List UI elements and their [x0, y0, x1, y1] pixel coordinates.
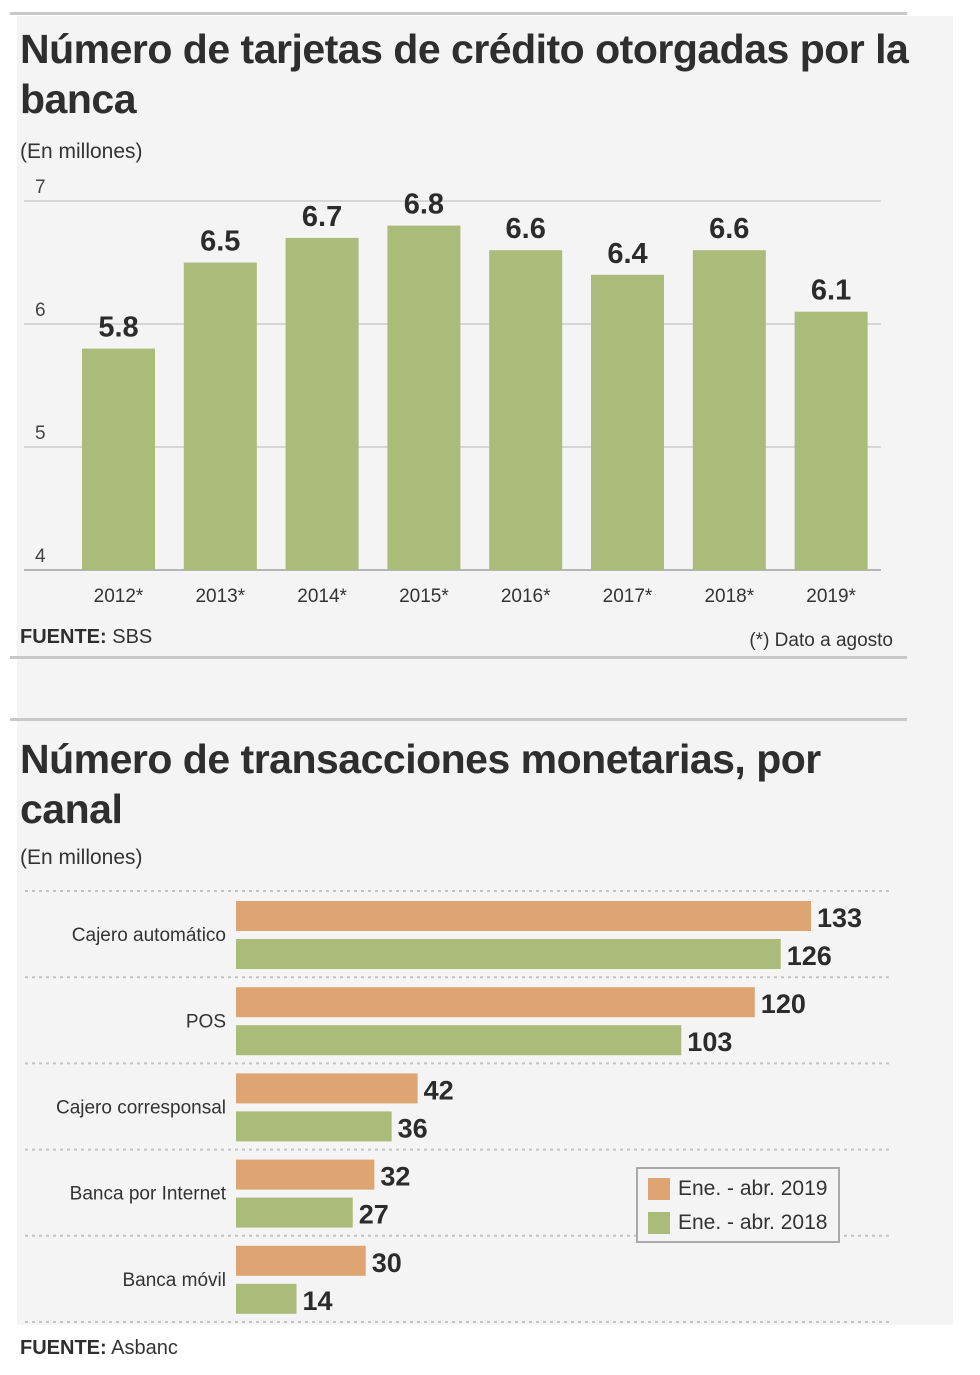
legend-label-2018: Ene. - abr. 2018 [678, 1211, 828, 1234]
y-tick-label: 7 [35, 177, 46, 198]
category-label: Cajero automático [72, 925, 226, 946]
bar [236, 939, 781, 969]
x-tick-label: 2012* [94, 586, 144, 607]
bar [236, 901, 811, 931]
chart1-subtitle: (En millones) [20, 140, 143, 163]
category-label: POS [186, 1011, 226, 1032]
legend-swatch-2019 [648, 1178, 670, 1200]
y-tick-label: 6 [35, 300, 46, 321]
x-tick-label: 2017* [603, 586, 653, 607]
bar-value-label: 42 [424, 1075, 454, 1105]
bar [387, 225, 461, 570]
x-tick-label: 2018* [704, 586, 754, 607]
bar [236, 987, 755, 1018]
bar-value-label: 32 [380, 1162, 410, 1192]
chart1-source-label: FUENTE: [20, 626, 107, 648]
bar-value-label: 6.8 [404, 189, 444, 221]
top-rule [10, 12, 907, 15]
x-tick-label: 2019* [806, 586, 856, 607]
bar [183, 262, 257, 570]
bar [236, 1159, 375, 1190]
legend-swatch-2018 [648, 1212, 670, 1234]
chart1-source: FUENTE: SBS [20, 626, 152, 649]
category-label: Cajero corresponsal [56, 1098, 226, 1119]
bar [236, 1283, 297, 1314]
bar-value-label: 5.8 [98, 312, 138, 344]
bar [591, 274, 664, 570]
chart2-subtitle: (En millones) [20, 846, 143, 869]
x-tick-label: 2014* [297, 586, 347, 607]
bar [82, 348, 155, 570]
chart1-source-value: SBS [112, 626, 153, 648]
category-label: Banca por Internet [70, 1184, 227, 1205]
bar-value-label: 133 [817, 903, 862, 933]
bar-value-label: 120 [761, 989, 806, 1019]
bar [236, 1025, 682, 1056]
y-tick-label: 5 [35, 423, 46, 444]
y-tick-label: 4 [35, 546, 46, 567]
bar-value-label: 30 [372, 1248, 402, 1278]
chart1-bar-chart: 4 5 6 7 5.8 2012* 6.5 2013* 6.7 2014* 6.8 2015* 6.6 2… [24, 177, 881, 607]
bar [236, 1111, 392, 1142]
chart1-note: (*) Dato a agosto [749, 630, 893, 651]
chart2-top-rule [10, 718, 907, 721]
bar [236, 1073, 418, 1104]
bar-value-label: 103 [687, 1027, 732, 1057]
bar [794, 311, 868, 570]
legend-label-2019: Ene. - abr. 2019 [678, 1177, 828, 1200]
chart2-title: Número de transacciones monetarias, por … [20, 736, 821, 832]
bar [236, 1197, 353, 1228]
category-label: Banca móvil [123, 1270, 227, 1291]
bar-value-label: 6.6 [709, 213, 749, 245]
bar [285, 237, 359, 570]
legend-item-2018: Ene. - abr. 2018 [648, 1211, 827, 1235]
bar-value-label: 14 [303, 1286, 333, 1316]
bar [489, 250, 563, 570]
bar-value-label: 6.1 [811, 275, 851, 307]
bar-value-label: 126 [787, 941, 832, 971]
x-tick-label: 2013* [195, 586, 245, 607]
bar [692, 250, 766, 570]
bar-value-label: 6.6 [506, 213, 546, 245]
chart2-source-value: Asbanc [111, 1337, 178, 1359]
bar-value-label: 36 [398, 1113, 428, 1143]
chart2-source-label: FUENTE: [20, 1337, 107, 1359]
bar-value-label: 6.7 [302, 201, 342, 233]
bar-value-label: 27 [359, 1200, 389, 1230]
bar-value-label: 6.5 [200, 226, 240, 258]
bar [236, 1245, 366, 1276]
bar-value-label: 6.4 [607, 238, 647, 270]
chart2-legend: Ene. - abr. 2019 Ene. - abr. 2018 [636, 1167, 840, 1243]
chart1-bottom-rule [10, 656, 907, 659]
chart1-title: Número de tarjetas de crédito otorgadas … [20, 26, 909, 122]
x-tick-label: 2015* [399, 586, 449, 607]
x-tick-label: 2016* [501, 586, 551, 607]
infographic-panel [17, 16, 953, 1325]
chart2-source: FUENTE: Asbanc [20, 1337, 178, 1360]
legend-item-2019: Ene. - abr. 2019 [648, 1177, 827, 1201]
